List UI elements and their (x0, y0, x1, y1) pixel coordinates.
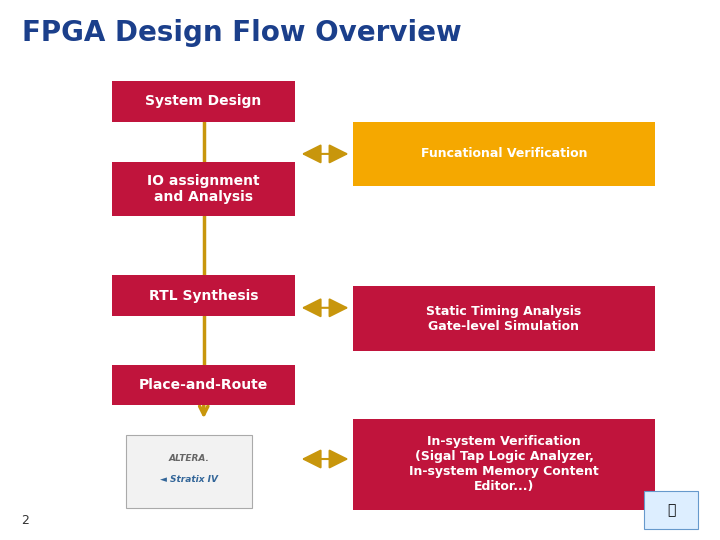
Text: 2: 2 (22, 514, 30, 526)
Text: System Design: System Design (145, 94, 261, 108)
Text: ALTERA.: ALTERA. (168, 454, 210, 463)
FancyBboxPatch shape (126, 435, 252, 508)
Text: Static Timing Analysis
Gate-level Simulation: Static Timing Analysis Gate-level Simula… (426, 305, 582, 333)
Text: Place-and-Route: Place-and-Route (139, 378, 268, 392)
Text: FPGA Design Flow Overview: FPGA Design Flow Overview (22, 19, 462, 47)
FancyBboxPatch shape (112, 275, 295, 316)
FancyBboxPatch shape (644, 491, 698, 529)
Text: Funcational Verification: Funcational Verification (420, 147, 588, 160)
FancyBboxPatch shape (353, 286, 655, 351)
Text: 🤖: 🤖 (667, 503, 676, 517)
Text: IO assignment
and Analysis: IO assignment and Analysis (147, 174, 260, 204)
FancyBboxPatch shape (353, 418, 655, 510)
FancyBboxPatch shape (112, 162, 295, 216)
Text: RTL Synthesis: RTL Synthesis (148, 289, 258, 302)
FancyBboxPatch shape (112, 364, 295, 405)
FancyBboxPatch shape (112, 81, 295, 122)
Text: ◄ Stratix IV: ◄ Stratix IV (160, 475, 218, 484)
FancyBboxPatch shape (353, 122, 655, 186)
Text: In-system Verification
(Sigal Tap Logic Analyzer,
In-system Memory Content
Edito: In-system Verification (Sigal Tap Logic … (409, 435, 599, 494)
